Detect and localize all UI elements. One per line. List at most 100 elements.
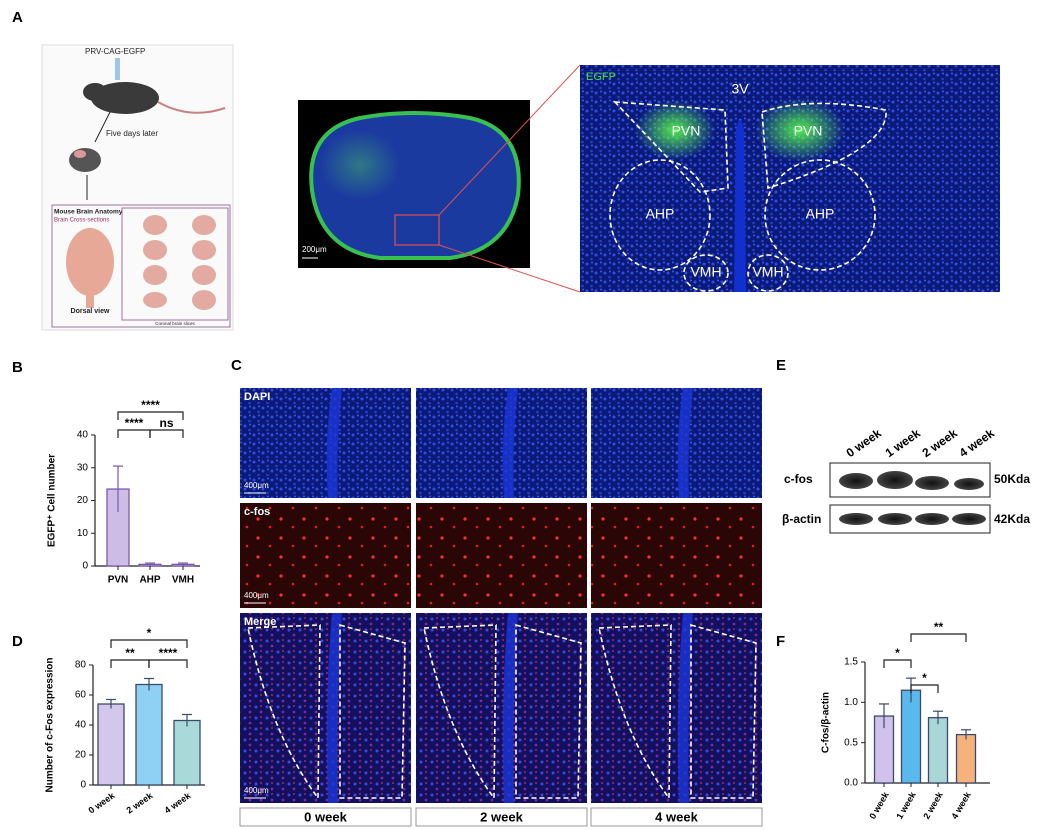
region-label: VMH xyxy=(752,264,783,280)
x-tick-label: PVN xyxy=(108,575,129,586)
ventricle xyxy=(677,613,693,803)
scale-label: 400μm xyxy=(244,591,269,600)
significance-label: ** xyxy=(934,620,944,634)
significance-label: **** xyxy=(125,416,144,430)
y-tick-label: 0.0 xyxy=(844,778,858,789)
label: Dorsal view xyxy=(71,308,110,315)
ventricle xyxy=(326,613,342,803)
ventricle xyxy=(502,388,518,498)
x-tick-label: 4 week xyxy=(163,790,194,816)
significance-label: * xyxy=(922,671,927,685)
column-box xyxy=(590,807,763,827)
significance-label: ** xyxy=(125,646,135,660)
label: Coronal brain slices xyxy=(155,321,195,326)
region-label: PVN xyxy=(672,123,701,139)
size-label: 42Kda xyxy=(994,512,1030,526)
column-label: 2 week xyxy=(480,809,523,824)
significance-label: * xyxy=(895,646,900,660)
panel-label: A xyxy=(12,9,23,26)
micrograph xyxy=(240,503,411,608)
zoom-image: EGFP 3V PVN PVN AHP AHP VMH VMH xyxy=(580,65,1000,292)
label: PRV-CAG-EGFP xyxy=(85,47,145,56)
significance-bracket xyxy=(148,659,188,668)
micrograph xyxy=(591,503,762,608)
region-label: VMH xyxy=(690,264,721,280)
y-tick-label: 40 xyxy=(77,430,89,441)
bar xyxy=(97,703,125,786)
lane-label: 4 week xyxy=(957,426,998,460)
x-tick-label: 2 week xyxy=(921,789,945,820)
bar xyxy=(173,719,201,786)
lane-label: 0 week xyxy=(844,426,885,460)
y-tick-label: 30 xyxy=(77,462,89,473)
column-label: 0 week xyxy=(304,809,347,824)
lane-label: 1 week xyxy=(883,426,924,460)
x-tick-label: 4 week xyxy=(949,789,973,820)
region-outline xyxy=(339,623,406,799)
x-tick-label: 0 week xyxy=(867,789,891,820)
y-tick-label: 10 xyxy=(77,528,89,539)
micrograph xyxy=(240,388,411,498)
micrograph xyxy=(591,388,762,498)
significance-label: **** xyxy=(159,646,178,660)
significance-bracket xyxy=(110,659,150,668)
region-outline xyxy=(247,624,321,801)
bar xyxy=(955,733,977,784)
significance-bracket xyxy=(149,429,184,438)
protein-label: c-fos xyxy=(784,472,813,486)
panel-label: B xyxy=(12,359,23,376)
bar xyxy=(927,717,949,784)
significance-label: * xyxy=(147,626,152,640)
protein-label: β-actin xyxy=(782,512,821,526)
row-label: Merge xyxy=(244,616,276,628)
scale-label: 200μm xyxy=(302,245,327,254)
significance-bracket xyxy=(117,411,184,420)
label: Five days later xyxy=(106,129,158,138)
y-axis-label: EGFP⁺ Cell number xyxy=(47,454,58,547)
y-tick-label: 20 xyxy=(75,750,87,761)
micrograph xyxy=(416,388,587,498)
micrograph xyxy=(416,613,587,803)
column-label: 4 week xyxy=(655,809,698,824)
ventricle xyxy=(677,388,693,498)
micrograph xyxy=(240,613,411,803)
panel-label: E xyxy=(776,357,786,374)
row-label: DAPI xyxy=(244,391,270,403)
micrograph xyxy=(416,503,587,608)
region-outline xyxy=(423,624,497,801)
x-tick-label: 1 week xyxy=(894,789,918,820)
ventricle xyxy=(326,388,342,498)
size-label: 50Kda xyxy=(994,472,1030,486)
significance-label: ns xyxy=(159,416,173,430)
significance-bracket xyxy=(110,639,188,648)
y-tick-label: 0 xyxy=(82,561,88,572)
x-tick-label: AHP xyxy=(139,575,160,586)
coronal-image: 200μm xyxy=(298,64,581,293)
ventricle xyxy=(502,613,518,803)
x-tick-label: 0 week xyxy=(87,790,118,816)
label: Brain Cross-sections xyxy=(54,218,109,224)
x-tick-label: 2 week xyxy=(125,790,156,816)
region-label: AHP xyxy=(646,206,675,222)
region-outline xyxy=(598,624,672,801)
region-label: AHP xyxy=(806,206,835,222)
lane-label: 2 week xyxy=(920,426,961,460)
significance-bracket xyxy=(910,684,939,693)
panel-label: D xyxy=(12,633,23,650)
y-tick-label: 1.5 xyxy=(844,657,858,668)
bar xyxy=(135,683,163,786)
y-tick-label: 20 xyxy=(77,495,89,506)
region-label: PVN xyxy=(794,123,823,139)
x-tick-label: VMH xyxy=(172,575,194,586)
y-tick-label: 0.5 xyxy=(844,737,858,748)
scale-label: 400μm xyxy=(244,786,269,795)
channel-label: EGFP xyxy=(586,71,616,83)
y-tick-label: 60 xyxy=(75,690,87,701)
panel-label: C xyxy=(231,357,242,374)
row-label: c-fos xyxy=(244,506,270,518)
y-tick-label: 0 xyxy=(80,780,86,791)
bar xyxy=(900,689,922,784)
label: Mouse Brain Anatomy xyxy=(54,209,123,216)
